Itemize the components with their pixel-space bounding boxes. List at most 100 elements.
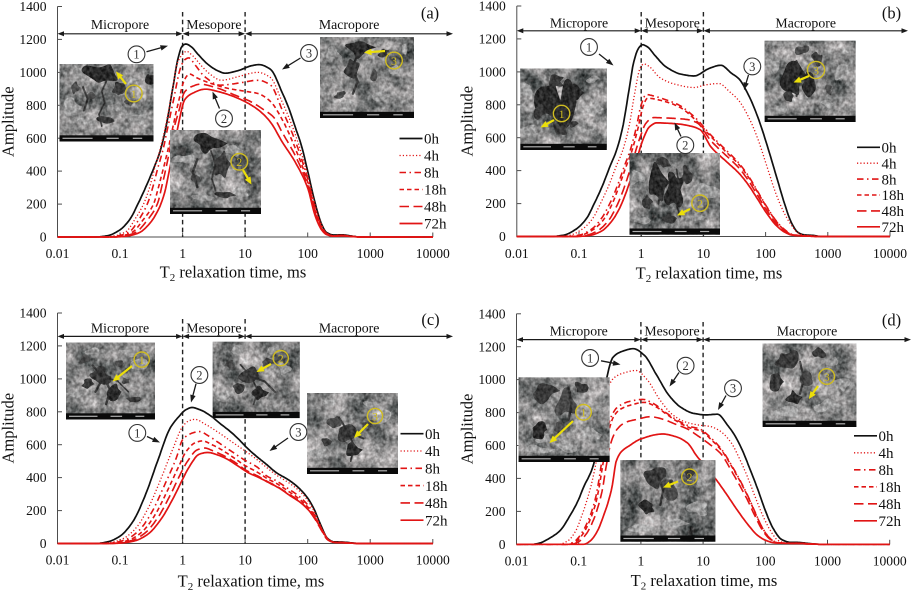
svg-text:Amplitude: Amplitude (0, 393, 18, 464)
svg-text:800: 800 (485, 405, 506, 420)
svg-text:2: 2 (697, 197, 703, 211)
svg-text:3: 3 (813, 63, 819, 77)
svg-text:10: 10 (238, 553, 252, 568)
svg-text:72h: 72h (424, 217, 447, 233)
svg-text:1400: 1400 (19, 0, 46, 14)
svg-text:100: 100 (298, 246, 319, 261)
svg-text:1: 1 (131, 87, 137, 101)
svg-text:Macropore: Macropore (777, 323, 838, 338)
svg-text:0: 0 (40, 230, 47, 245)
svg-text:Micropore: Micropore (91, 320, 149, 335)
svg-text:T2 relaxation time, ms: T2 relaxation time, ms (636, 264, 783, 286)
svg-text:0.01: 0.01 (46, 553, 70, 568)
svg-text:4h: 4h (425, 444, 441, 460)
svg-text:72h: 72h (879, 514, 902, 530)
svg-text:1: 1 (179, 246, 186, 261)
svg-text:1: 1 (587, 351, 593, 365)
svg-text:48h: 48h (424, 200, 447, 216)
svg-text:0h: 0h (879, 429, 895, 445)
svg-text:1000: 1000 (19, 372, 46, 387)
svg-text:400: 400 (485, 163, 506, 178)
svg-text:600: 600 (26, 437, 47, 452)
svg-text:600: 600 (26, 131, 47, 146)
svg-text:100: 100 (298, 553, 319, 568)
svg-text:2: 2 (687, 470, 693, 484)
svg-text:Macropore: Macropore (775, 16, 836, 31)
svg-text:8h: 8h (424, 166, 440, 182)
svg-text:0.1: 0.1 (112, 246, 129, 261)
svg-text:0.01: 0.01 (46, 246, 70, 261)
svg-text:0: 0 (499, 537, 506, 552)
svg-text:0h: 0h (882, 141, 898, 157)
svg-text:8h: 8h (882, 172, 898, 188)
svg-text:0.1: 0.1 (571, 246, 588, 261)
svg-text:1: 1 (638, 553, 645, 568)
svg-text:10: 10 (238, 246, 252, 261)
svg-text:0.01: 0.01 (505, 246, 529, 261)
svg-text:4h: 4h (424, 149, 440, 165)
svg-text:48h: 48h (425, 496, 448, 512)
svg-text:48h: 48h (879, 497, 902, 513)
svg-text:1: 1 (559, 107, 565, 121)
svg-text:3: 3 (372, 409, 378, 423)
svg-text:10000: 10000 (416, 553, 450, 568)
svg-text:800: 800 (485, 97, 506, 112)
svg-text:1000: 1000 (478, 372, 505, 387)
svg-text:(c): (c) (421, 310, 439, 329)
svg-text:Macropore: Macropore (319, 320, 380, 335)
svg-text:10000: 10000 (873, 246, 907, 261)
svg-text:1: 1 (134, 426, 140, 440)
svg-text:10: 10 (697, 246, 711, 261)
svg-text:1400: 1400 (479, 0, 506, 14)
svg-text:1400: 1400 (478, 306, 505, 321)
svg-text:Micropore: Micropore (91, 17, 149, 32)
svg-text:1000: 1000 (814, 246, 841, 261)
svg-text:100: 100 (755, 553, 776, 568)
svg-text:3: 3 (824, 370, 830, 384)
svg-text:Macropore: Macropore (319, 17, 380, 32)
svg-text:2: 2 (682, 139, 688, 153)
svg-text:1: 1 (179, 553, 186, 568)
svg-text:(d): (d) (882, 310, 901, 329)
svg-text:3: 3 (391, 54, 397, 68)
svg-text:100: 100 (755, 246, 776, 261)
svg-text:0.1: 0.1 (570, 553, 587, 568)
svg-text:10000: 10000 (416, 246, 450, 261)
svg-text:72h: 72h (882, 220, 905, 236)
svg-text:4h: 4h (879, 446, 895, 462)
svg-text:200: 200 (485, 196, 506, 211)
svg-text:T2 relaxation time, ms: T2 relaxation time, ms (178, 572, 325, 592)
svg-text:(b): (b) (882, 3, 901, 22)
svg-text:3: 3 (749, 60, 755, 74)
svg-text:0.1: 0.1 (112, 553, 129, 568)
svg-text:48h: 48h (882, 204, 905, 220)
svg-text:2: 2 (196, 368, 202, 382)
svg-text:2: 2 (682, 359, 688, 373)
svg-text:Amplitude: Amplitude (0, 86, 18, 157)
svg-text:1: 1 (581, 406, 587, 420)
svg-text:Amplitude: Amplitude (458, 86, 477, 157)
svg-text:18h: 18h (424, 183, 447, 199)
svg-text:1: 1 (139, 353, 145, 367)
svg-text:18h: 18h (879, 480, 902, 496)
svg-text:Mesopore: Mesopore (645, 16, 700, 31)
svg-text:18h: 18h (425, 479, 448, 495)
svg-text:1: 1 (638, 246, 645, 261)
svg-text:(a): (a) (421, 3, 439, 22)
svg-text:T2 relaxation time, ms: T2 relaxation time, ms (160, 262, 307, 284)
svg-text:2: 2 (278, 351, 284, 365)
svg-text:600: 600 (485, 438, 506, 453)
svg-text:0h: 0h (424, 132, 440, 148)
svg-text:3: 3 (730, 382, 736, 396)
svg-text:1200: 1200 (19, 32, 46, 47)
svg-text:4h: 4h (882, 156, 898, 172)
svg-text:10: 10 (696, 553, 710, 568)
svg-text:200: 200 (485, 504, 506, 519)
svg-text:1000: 1000 (357, 553, 384, 568)
svg-text:1000: 1000 (814, 553, 841, 568)
svg-text:Micropore: Micropore (550, 16, 608, 31)
svg-text:0: 0 (40, 536, 47, 551)
svg-text:1000: 1000 (19, 65, 46, 80)
svg-text:Amplitude: Amplitude (458, 394, 477, 465)
svg-text:400: 400 (26, 470, 47, 485)
